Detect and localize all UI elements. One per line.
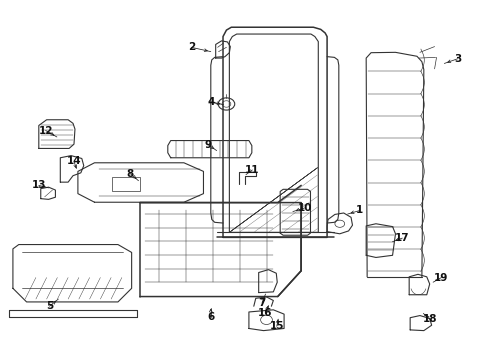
Text: 12: 12 xyxy=(38,126,53,135)
Text: 3: 3 xyxy=(454,54,461,64)
Text: 11: 11 xyxy=(245,165,260,175)
Text: 16: 16 xyxy=(258,309,273,318)
Text: 8: 8 xyxy=(126,168,134,179)
Text: 19: 19 xyxy=(434,273,449,283)
Text: 18: 18 xyxy=(422,314,437,324)
Text: 15: 15 xyxy=(270,321,284,331)
Bar xyxy=(112,177,141,191)
Text: 13: 13 xyxy=(31,180,46,190)
Text: 2: 2 xyxy=(188,42,195,52)
Text: 17: 17 xyxy=(395,233,410,243)
Text: 10: 10 xyxy=(297,203,312,213)
Text: 9: 9 xyxy=(205,140,212,150)
Text: 1: 1 xyxy=(356,206,364,216)
Text: 14: 14 xyxy=(67,156,81,166)
Text: 5: 5 xyxy=(46,301,53,311)
Text: 6: 6 xyxy=(207,312,215,322)
Text: 4: 4 xyxy=(207,97,215,107)
Text: 7: 7 xyxy=(258,298,266,308)
